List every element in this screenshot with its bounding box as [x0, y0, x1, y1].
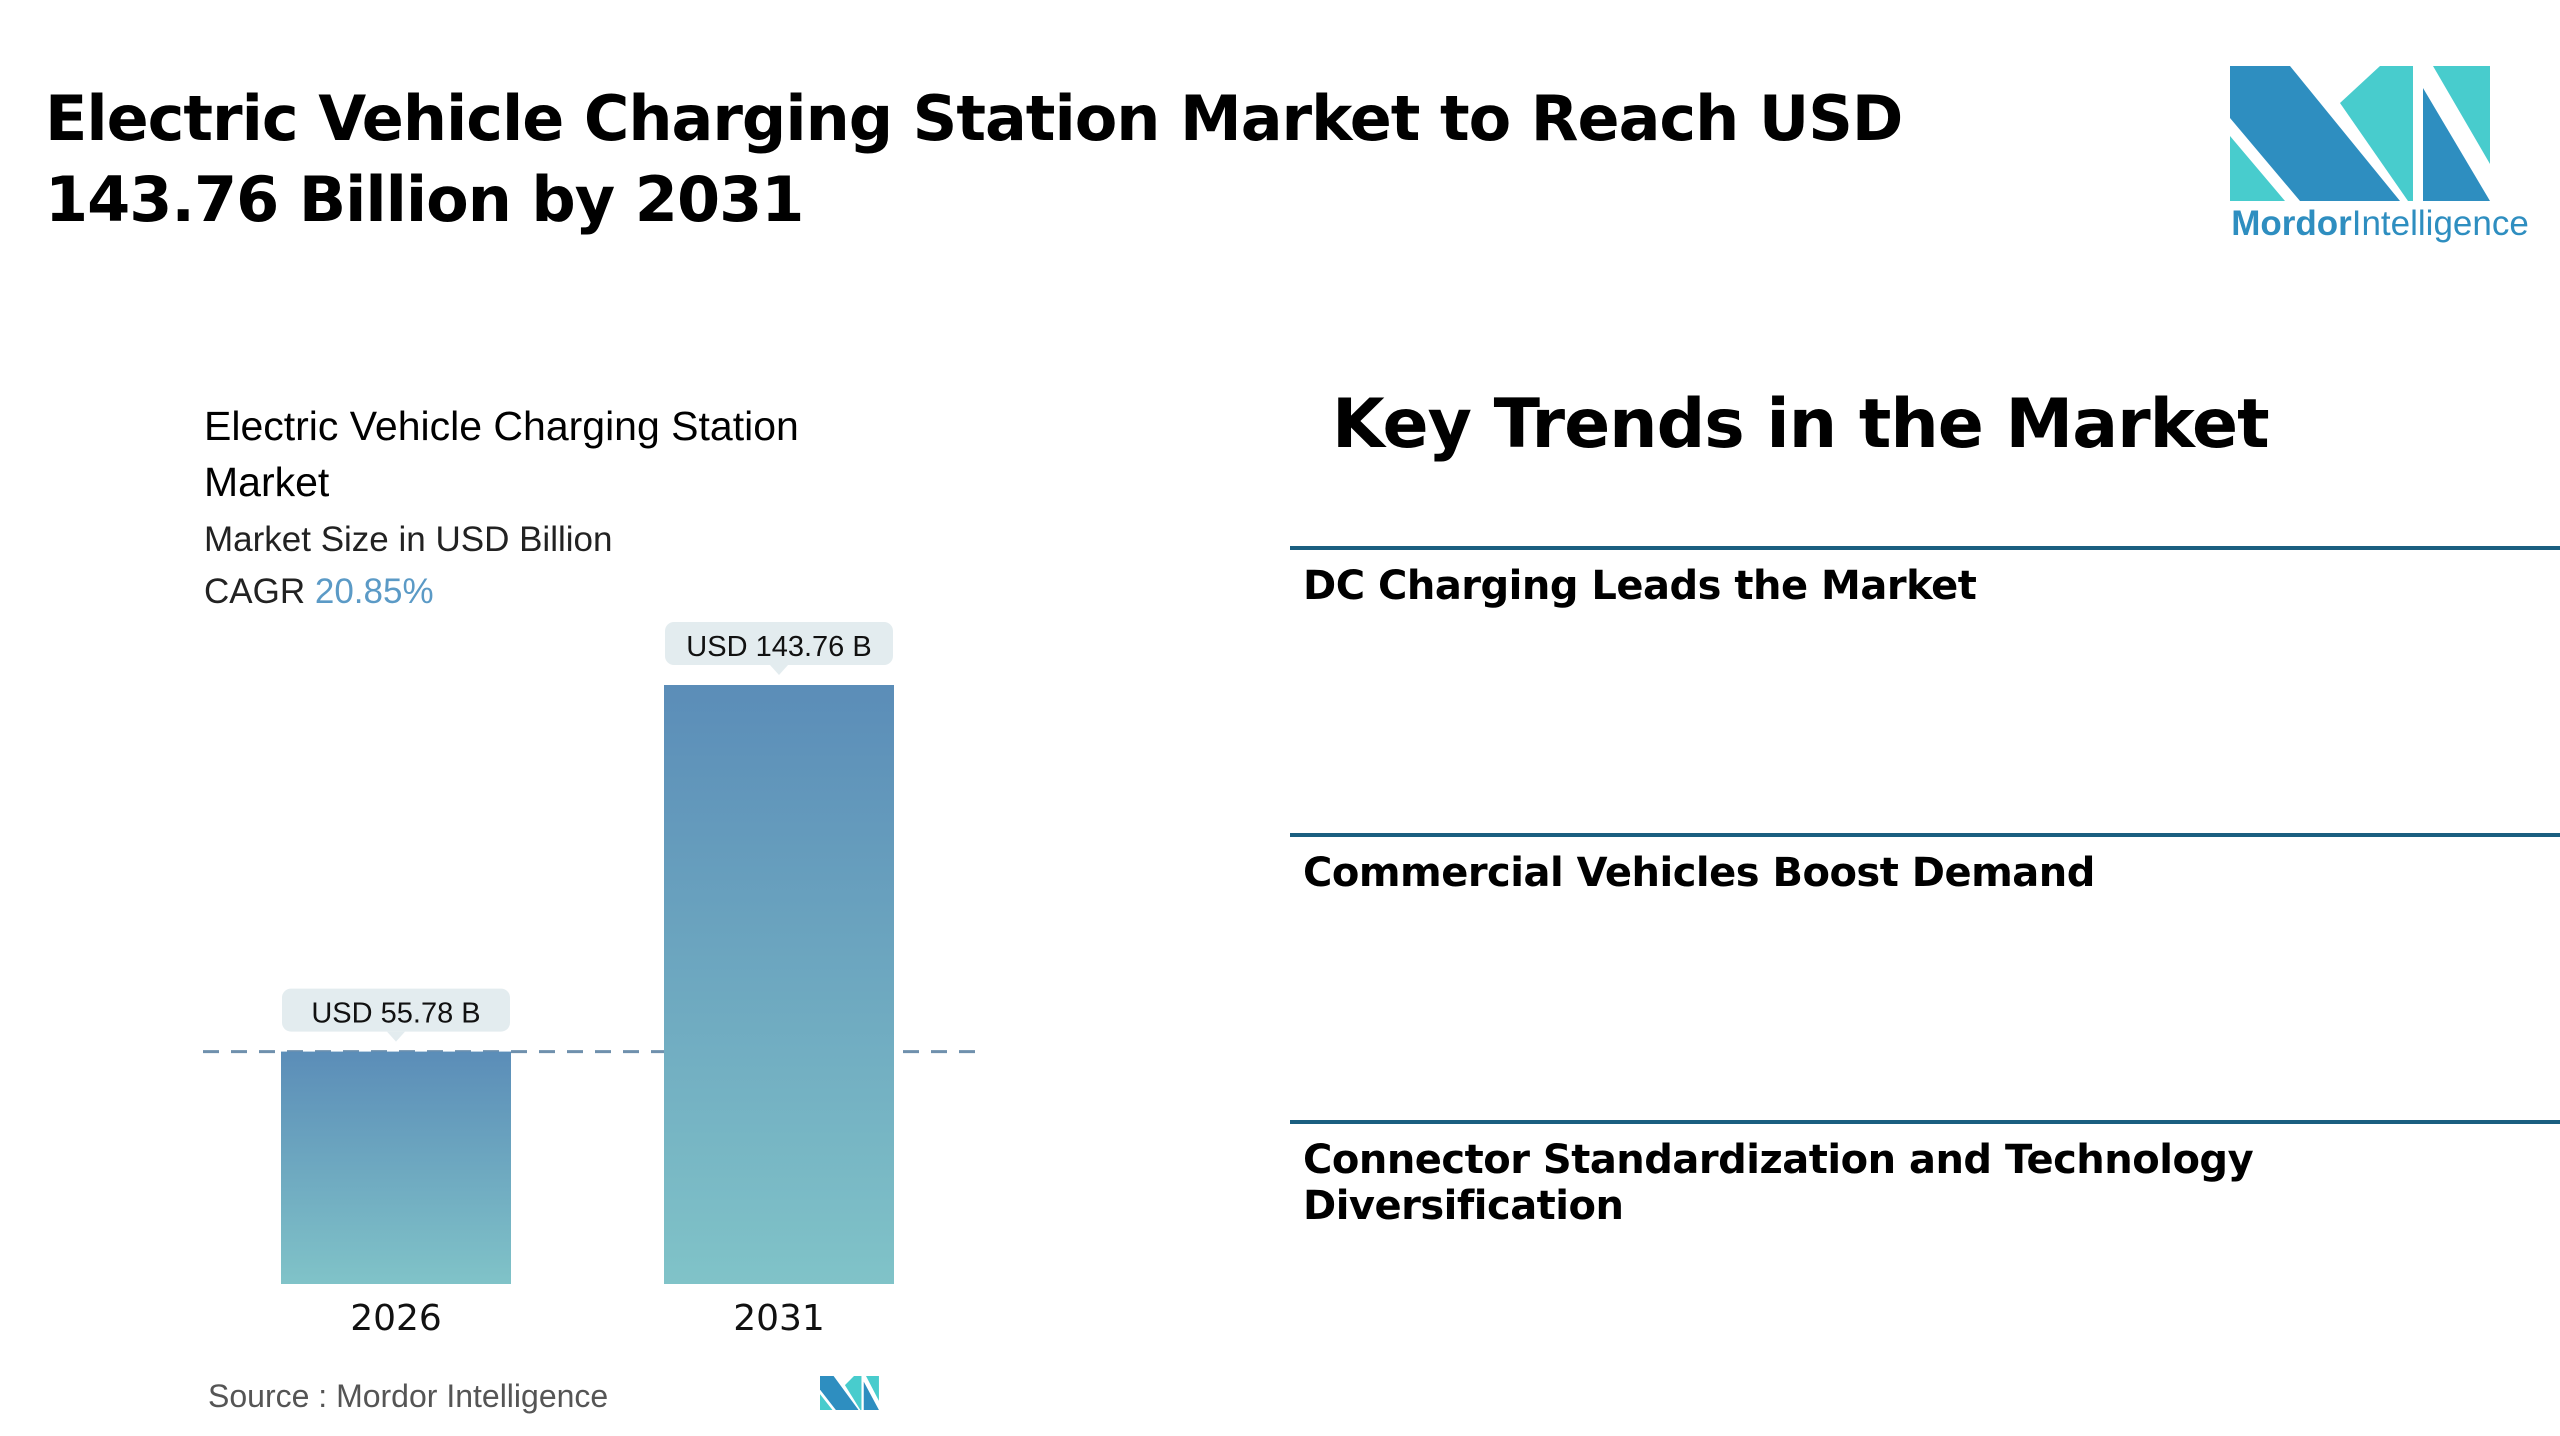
- bar-2031: [664, 685, 894, 1284]
- data-label-bg: [282, 988, 510, 1032]
- data-label-pointer: [770, 665, 788, 675]
- bar-2026: [281, 1051, 511, 1284]
- data-label-pointer: [387, 1031, 405, 1042]
- trend-item: Connector Standardization and Technology…: [1303, 1137, 2254, 1229]
- bar-chart: USD 55.78 B 2026 USD 143.76 B 2031: [203, 622, 975, 1339]
- trend-item: Commercial Vehicles Boost Demand: [1303, 850, 2095, 896]
- cagr-label: CAGR: [204, 572, 306, 611]
- trend-divider: [1290, 546, 2560, 550]
- source-note: Source : Mordor Intelligence: [208, 1378, 609, 1414]
- x-tick-label: 2026: [350, 1298, 442, 1339]
- data-label: USD 143.76 B: [686, 631, 871, 663]
- key-trends-title: Key Trends in the Market: [1332, 385, 2270, 464]
- logo-wordmark: MordorIntelligence: [2231, 204, 2529, 243]
- trend-item: DC Charging Leads the Market: [1303, 563, 1977, 609]
- chart-subtitle: Market Size in USD Billion: [204, 520, 613, 559]
- data-label-bg: [665, 622, 893, 665]
- x-tick-label: 2031: [733, 1298, 825, 1339]
- trend-divider: [1290, 1120, 2560, 1124]
- page-title: Electric Vehicle Charging Station Market…: [45, 82, 1903, 236]
- data-label: USD 55.78 B: [311, 998, 480, 1030]
- cagr-value: 20.85%: [314, 572, 434, 611]
- cagr: CAGR 20.85%: [204, 572, 434, 612]
- small-logo-icon: [820, 1376, 879, 1410]
- trend-divider: [1290, 833, 2560, 837]
- chart-title: Electric Vehicle Charging Station Market: [204, 403, 799, 505]
- mordor-logo-icon: [2230, 66, 2490, 201]
